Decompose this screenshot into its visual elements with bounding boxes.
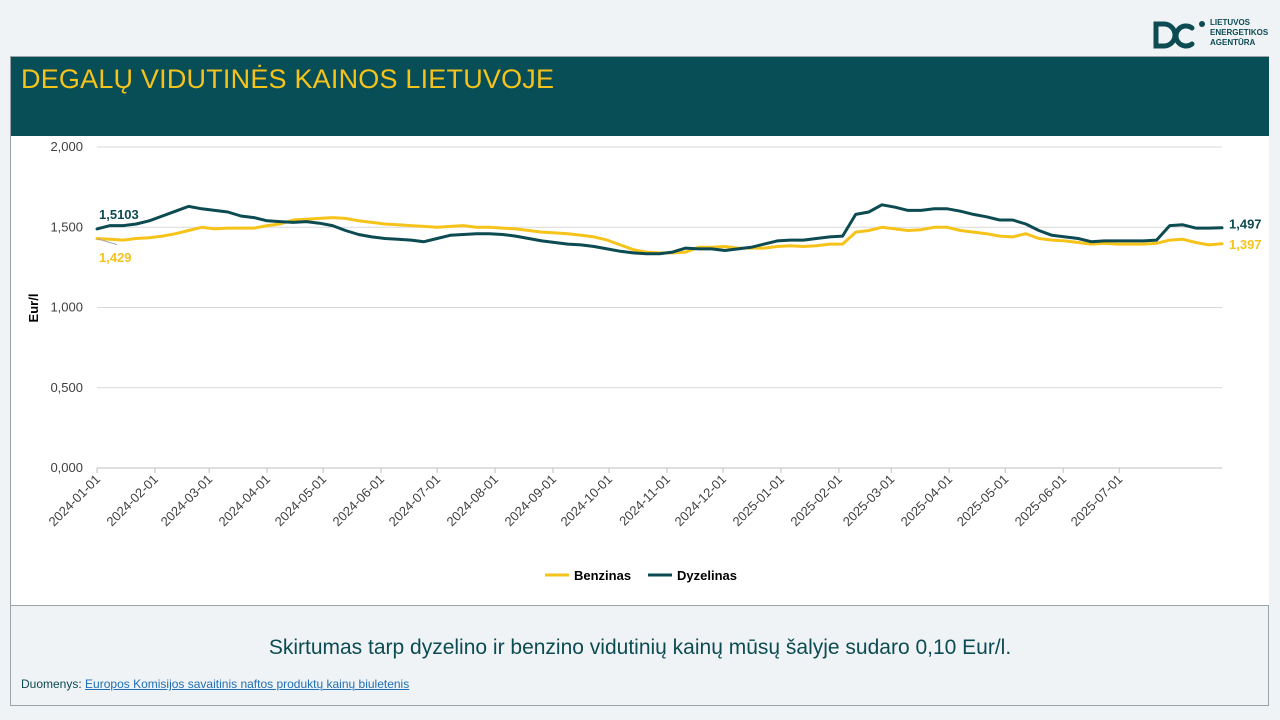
benzinas-end-label: 1,397 (1229, 237, 1262, 252)
x-tick-label: 2024-06-01 (330, 472, 388, 530)
source-line: Duomenys: Europos Komisijos savaitinis n… (21, 677, 409, 691)
x-tick-label: 2025-06-01 (1012, 472, 1070, 530)
benzinas-start-label: 1,429 (99, 250, 132, 265)
x-tick-label: 2025-02-01 (787, 472, 845, 530)
dyzelinas-start-label: 1,5103 (99, 207, 139, 222)
divider (11, 605, 1269, 606)
x-tick-label: 2025-05-01 (954, 472, 1012, 530)
x-tick-label: 2024-11-01 (616, 472, 673, 529)
chart-background (11, 136, 1269, 605)
x-tick-label: 2024-08-01 (444, 472, 502, 530)
y-tick-label: 0,500 (50, 380, 83, 395)
logo-text: LIETUVOS ENERGETIKOS AGENTŪRA (1210, 18, 1276, 48)
y-tick-label: 0,000 (50, 460, 83, 475)
x-tick-label: 2024-02-01 (103, 472, 161, 530)
logo-line: AGENTŪRA (1210, 38, 1256, 47)
legend-label-dyzelinas: Dyzelinas (677, 568, 737, 583)
x-tick-label: 2024-12-01 (672, 472, 730, 530)
x-tick-label: 2025-04-01 (898, 472, 956, 530)
x-tick-label: 2025-07-01 (1068, 472, 1126, 530)
source-link[interactable]: Europos Komisijos savaitinis naftos prod… (85, 677, 410, 691)
title-bar (11, 57, 1269, 136)
logo-line: ENERGETIKOS (1210, 28, 1269, 37)
x-tick-label: 2024-03-01 (158, 472, 216, 530)
x-tick-label: 2024-05-01 (272, 472, 330, 530)
x-tick-label: 2025-03-01 (840, 472, 898, 530)
legend-label-benzinas: Benzinas (574, 568, 631, 583)
series-line-dyzelinas (95, 203, 1224, 256)
y-tick-label: 1,000 (50, 300, 83, 315)
x-tick-label: 2025-01-01 (729, 472, 787, 530)
agency-logo (1153, 21, 1205, 49)
y-tick-label: 2,000 (50, 139, 83, 154)
x-tick-label: 2024-10-01 (558, 472, 616, 530)
x-tick-label: 2024-09-01 (501, 472, 559, 530)
dyzelinas-end-label: 1,497 (1229, 217, 1262, 232)
source-label: Duomenys: (21, 677, 82, 691)
summary-text: Skirtumas tarp dyzelino ir benzino vidut… (268, 636, 1012, 659)
label-leader-line (96, 238, 118, 246)
logo-line: LIETUVOS (1210, 18, 1251, 27)
y-tick-label: 1,500 (50, 219, 83, 234)
page-title: DEGALŲ VIDUTINĖS KAINOS LIETUVOJE (21, 64, 555, 94)
x-tick-label: 2024-07-01 (386, 472, 444, 530)
x-tick-label: 2024-01-01 (45, 472, 103, 530)
y-axis-label: Eur/l (26, 294, 41, 323)
x-tick-label: 2024-04-01 (216, 472, 274, 530)
